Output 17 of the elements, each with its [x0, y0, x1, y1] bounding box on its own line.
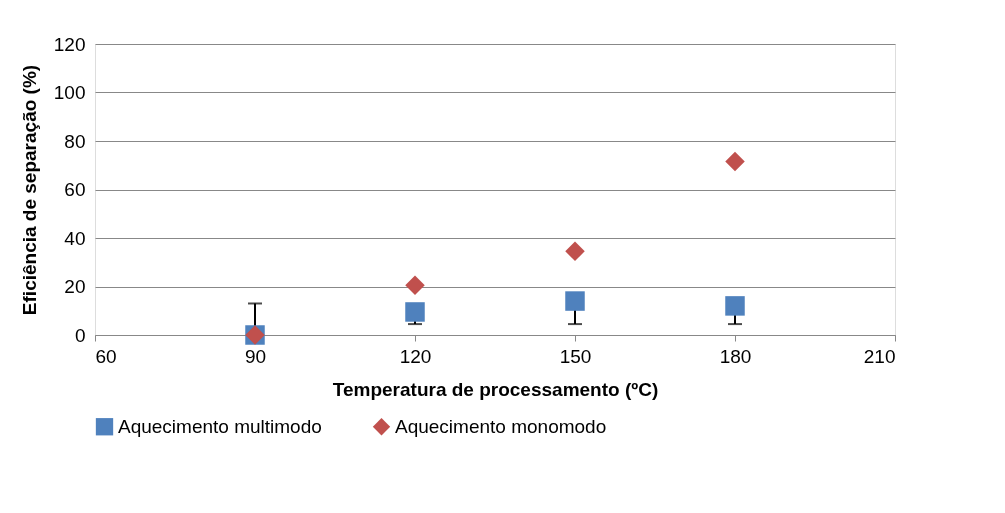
y-tick-label: 60	[64, 179, 86, 200]
x-tick-label: 120	[399, 345, 432, 367]
y-tick-label: 20	[64, 276, 86, 297]
y-tick-label: 0	[74, 324, 86, 346]
x-tick-label: 60	[95, 345, 117, 367]
y-tick-label: 40	[64, 227, 86, 249]
legend-label: Aquecimento multimodo	[118, 415, 322, 437]
x-axis-title: Temperatura de processamento (ºC)	[332, 378, 659, 400]
y-axis-title: Eficiência de separação (%)	[18, 64, 40, 316]
x-tick-label: 150	[559, 345, 592, 367]
legend-label: Aquecimento monomodo	[395, 415, 607, 437]
x-tick-label: 210	[863, 345, 896, 367]
y-tick-label: 120	[53, 33, 86, 55]
y-tick-label: 100	[53, 82, 86, 103]
y-tick-label: 80	[64, 130, 86, 152]
x-tick-label: 180	[719, 345, 752, 367]
x-tick-label: 90	[244, 345, 267, 367]
